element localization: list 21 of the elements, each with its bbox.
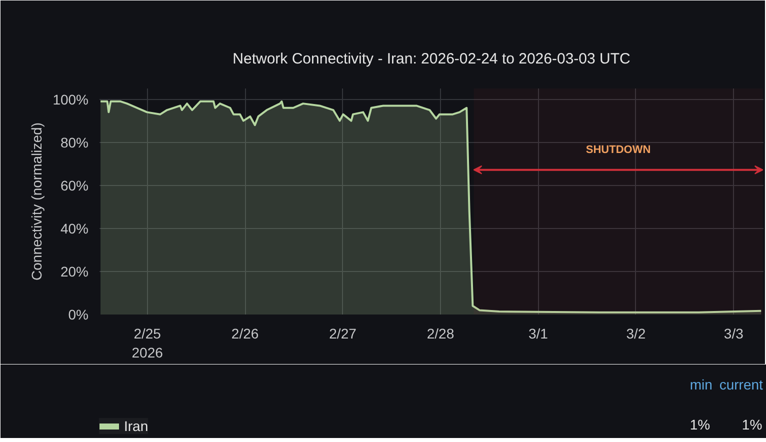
x-tick-label: 2/27 bbox=[329, 326, 357, 342]
y-tick-label: 60% bbox=[60, 177, 89, 194]
text: 1% bbox=[690, 416, 710, 432]
x-tick-label: 3/1 bbox=[528, 326, 548, 342]
band-label: SHUTDOWN bbox=[586, 144, 651, 156]
y-axis-title: Connectivity (normalized) bbox=[28, 122, 45, 280]
chart-title: Network Connectivity - Iran: 2026-02-24 to 2026-03-03 UTC bbox=[232, 50, 631, 68]
x-tick-label: 2/28 bbox=[426, 326, 454, 342]
x-tick-label: 2/25 2026 bbox=[132, 326, 164, 361]
x-tick-label: 3/3 bbox=[724, 326, 744, 342]
x-tick-label: 2/26 bbox=[231, 326, 259, 342]
text: current bbox=[719, 376, 764, 392]
y-tick-label: 100% bbox=[52, 91, 89, 108]
y-tick-label: 40% bbox=[60, 220, 89, 236]
text: 1% bbox=[742, 416, 762, 432]
y-tick-label: 0% bbox=[68, 306, 88, 322]
text: min bbox=[690, 376, 712, 392]
x-tick-label: 3/2 bbox=[626, 326, 646, 342]
y-tick-label: 20% bbox=[60, 263, 89, 280]
legend-label: Iran bbox=[124, 418, 148, 434]
y-tick-label: 80% bbox=[60, 134, 89, 150]
